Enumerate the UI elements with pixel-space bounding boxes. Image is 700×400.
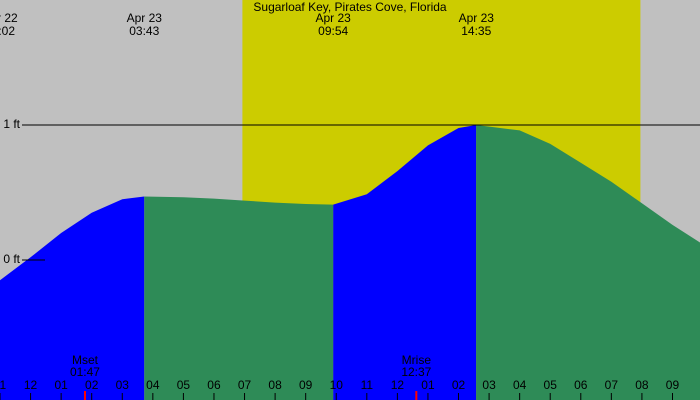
x-tick-label: 02 — [85, 378, 99, 392]
x-tick-label: 01 — [54, 378, 68, 392]
falling-tide-area — [476, 125, 700, 400]
moon-event-label: Mrise — [402, 353, 432, 367]
x-tick-label: 09 — [666, 378, 680, 392]
extreme-date: Apr 23 — [316, 11, 352, 25]
x-tick-label: 11 — [0, 378, 7, 392]
extreme-date: Apr 22 — [0, 11, 18, 25]
x-tick-label: 06 — [207, 378, 221, 392]
x-tick-label: 04 — [146, 378, 160, 392]
x-tick-label: 05 — [177, 378, 191, 392]
x-tick-label: 04 — [513, 378, 527, 392]
x-tick-label: 08 — [268, 378, 282, 392]
chart-title: Sugarloaf Key, Pirates Cove, Florida — [253, 0, 447, 14]
extreme-time: 03:43 — [129, 24, 159, 38]
rising-tide-area — [0, 196, 145, 400]
x-tick-label: 08 — [635, 378, 649, 392]
x-tick-label: 11 — [361, 378, 374, 392]
falling-tide-area — [144, 196, 334, 400]
y-tick-label: 1 ft — [3, 117, 20, 131]
x-tick-label: 03 — [482, 378, 496, 392]
extreme-time: 14:35 — [461, 24, 491, 38]
x-tick-label: 07 — [605, 378, 619, 392]
x-tick-label: 07 — [238, 378, 252, 392]
x-tick-label: 09 — [299, 378, 313, 392]
x-tick-label: 10 — [330, 378, 344, 392]
y-tick-label: 0 ft — [3, 252, 20, 266]
x-tick-label: 02 — [452, 378, 466, 392]
extreme-time: 09:54 — [318, 24, 348, 38]
x-tick-label: 12 — [24, 378, 38, 392]
moon-event-time: 12:37 — [401, 365, 431, 379]
extreme-date: Apr 23 — [127, 11, 163, 25]
extreme-date: Apr 23 — [459, 11, 495, 25]
moon-event-time: 01:47 — [70, 365, 100, 379]
rising-tide-area — [333, 125, 477, 400]
x-tick-label: 06 — [574, 378, 588, 392]
x-tick-label: 01 — [421, 378, 435, 392]
moon-event-label: Mset — [72, 353, 99, 367]
x-tick-label: 12 — [391, 378, 405, 392]
extreme-time: 21:02 — [0, 24, 15, 38]
x-tick-label: 05 — [544, 378, 558, 392]
x-tick-label: 03 — [116, 378, 130, 392]
